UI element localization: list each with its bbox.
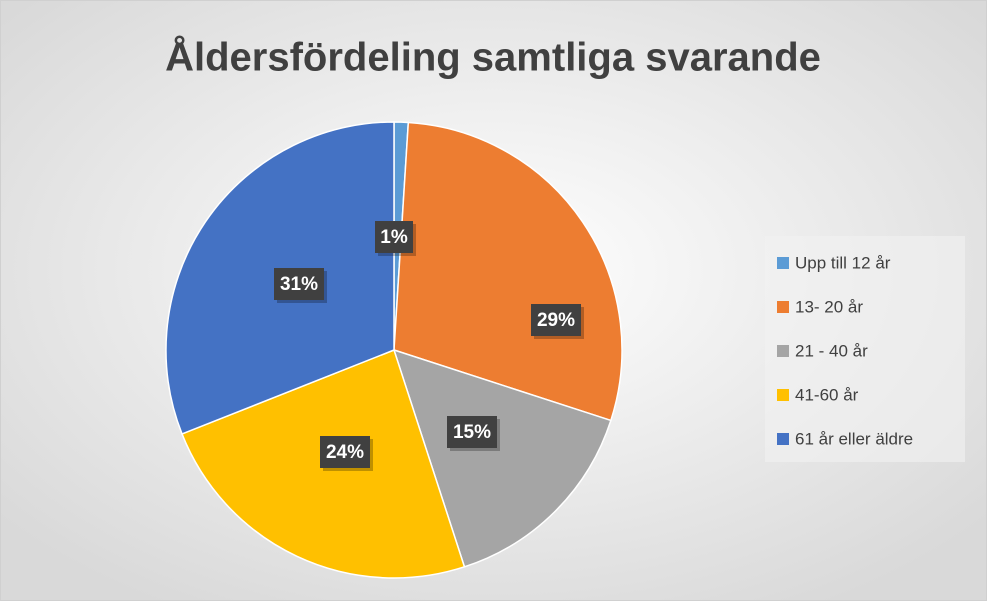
legend-swatch — [777, 433, 789, 445]
legend-label: 21 - 40 år — [795, 341, 868, 360]
data-label: 31% — [280, 274, 318, 295]
pie-slice — [393, 121, 623, 422]
legend-box — [765, 236, 965, 462]
data-label-box — [320, 436, 370, 468]
legend-swatch — [777, 389, 789, 401]
data-label: 24% — [326, 442, 364, 463]
pie-slice — [392, 348, 612, 568]
legend-swatch — [777, 257, 789, 269]
legend-swatch — [777, 345, 789, 357]
data-label: 15% — [453, 422, 491, 443]
data-label: 29% — [537, 310, 575, 331]
legend-label: 61 år eller äldre — [795, 429, 913, 448]
chart-title: Åldersfördeling samtliga svarande — [165, 35, 821, 80]
legend-label: 13- 20 år — [795, 297, 863, 316]
legend-swatch — [777, 301, 789, 313]
data-label-box — [274, 268, 324, 300]
data-label-box — [531, 304, 581, 336]
data-label-box — [447, 416, 497, 448]
legend-label: Upp till 12 år — [795, 253, 891, 272]
data-label: 1% — [380, 227, 408, 248]
legend-label: 41-60 år — [795, 385, 859, 404]
data-label-box — [375, 221, 413, 253]
